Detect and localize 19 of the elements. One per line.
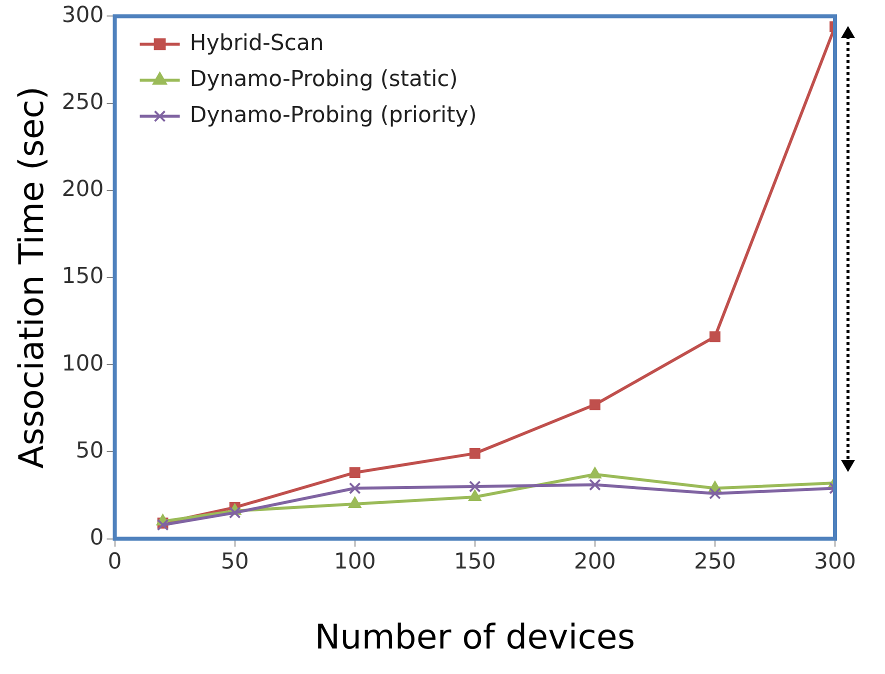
y-tick-label: 200	[62, 177, 104, 202]
x-tick-label: 0	[108, 550, 122, 575]
y-tick-label: 250	[62, 90, 104, 116]
legend-label: Dynamo-Probing (static)	[190, 66, 458, 92]
x-tick-label: 200	[574, 550, 616, 575]
x-tick-label: 50	[220, 550, 249, 575]
x-axis-title: Number of devices	[314, 617, 636, 658]
y-tick-label: 150	[62, 264, 104, 290]
legend-label: Hybrid-Scan	[190, 30, 324, 56]
legend-label: Dynamo-Probing (priority)	[190, 102, 477, 128]
y-tick-label: 0	[90, 526, 104, 551]
y-tick-label: 300	[62, 2, 104, 28]
y-tick-label: 50	[76, 438, 104, 464]
x-tick-label: 250	[694, 550, 736, 575]
x-tick-label: 100	[334, 550, 376, 575]
y-tick-label: 100	[62, 351, 104, 376]
x-tick-label: 150	[454, 550, 496, 575]
y-axis-title: Association Time (sec)	[12, 86, 52, 469]
x-tick-label: 300	[814, 550, 856, 575]
